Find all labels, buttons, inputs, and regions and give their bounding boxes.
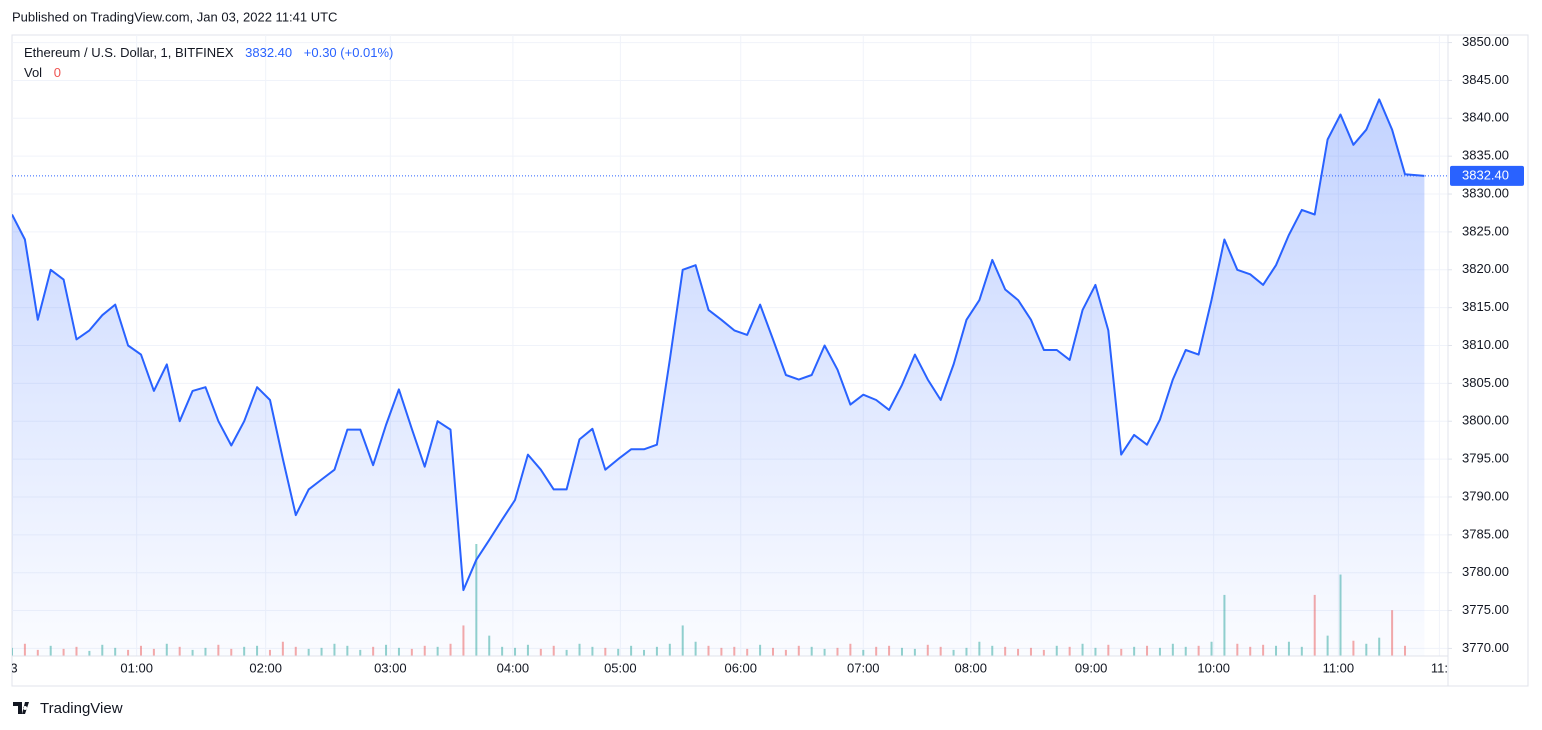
volume-last: 0 [54, 65, 61, 80]
volume-name: Vol [24, 65, 42, 80]
logo-icon [13, 702, 29, 714]
y-tick-label: 3785.00 [1462, 526, 1509, 541]
x-tick-label: 02:00 [249, 660, 282, 675]
x-tick-label: 03:00 [374, 660, 407, 675]
y-tick-label: 3810.00 [1462, 337, 1509, 352]
y-tick-label: 3850.00 [1462, 34, 1509, 49]
last-price-box [1450, 165, 1524, 186]
price-line [12, 98, 1425, 592]
published-note: Published on TradingView.com, Jan 03, 20… [12, 9, 337, 24]
legend-line: Ethereum / U.S. Dollar, 1, BITFINEX 3832… [24, 45, 393, 60]
y-tick-label: 3825.00 [1462, 223, 1509, 238]
y-tick-label: 3795.00 [1462, 451, 1509, 466]
x-tick-label: 11: [1431, 660, 1448, 675]
y-tick-label: 3820.00 [1462, 261, 1509, 276]
y-tick-label: 3815.00 [1462, 299, 1509, 314]
last-price-label: 3832.40 [1462, 167, 1509, 182]
x-tick-label: 3 [10, 660, 17, 675]
y-tick-label: 3830.00 [1462, 185, 1509, 200]
y-tick-label: 3805.00 [1462, 375, 1509, 390]
tradingview-logo: TradingView [13, 700, 123, 717]
x-tick-label: 01:00 [120, 660, 153, 675]
x-tick-label: 05:00 [604, 660, 637, 675]
y-tick-label: 3840.00 [1462, 110, 1509, 125]
price-change: +0.30 (+0.01%) [304, 45, 394, 60]
y-tick-label: 3775.00 [1462, 602, 1509, 617]
volume-legend: Vol 0 [24, 65, 61, 80]
y-tick-label: 3790.00 [1462, 488, 1509, 503]
symbol-title: Ethereum / U.S. Dollar, 1, BITFINEX [24, 45, 234, 60]
y-tick-label: 3770.00 [1462, 640, 1509, 655]
y-tick-label: 3800.00 [1462, 413, 1509, 428]
x-tick-label: 04:00 [497, 660, 530, 675]
y-tick-label: 3845.00 [1462, 72, 1509, 87]
area-fill [12, 99, 1425, 656]
y-tick-label: 3835.00 [1462, 148, 1509, 163]
x-tick-label: 11:00 [1323, 660, 1355, 675]
x-tick-label: 06:00 [724, 660, 757, 675]
last-price-text: 3832.40 [245, 45, 292, 60]
x-tick-label: 08:00 [954, 660, 987, 675]
x-tick-label: 09:00 [1075, 660, 1108, 675]
footer-brand: TradingView [40, 700, 123, 717]
x-tick-label: 07:00 [847, 660, 880, 675]
x-tick-label: 10:00 [1197, 660, 1230, 675]
y-tick-label: 3780.00 [1462, 564, 1509, 579]
